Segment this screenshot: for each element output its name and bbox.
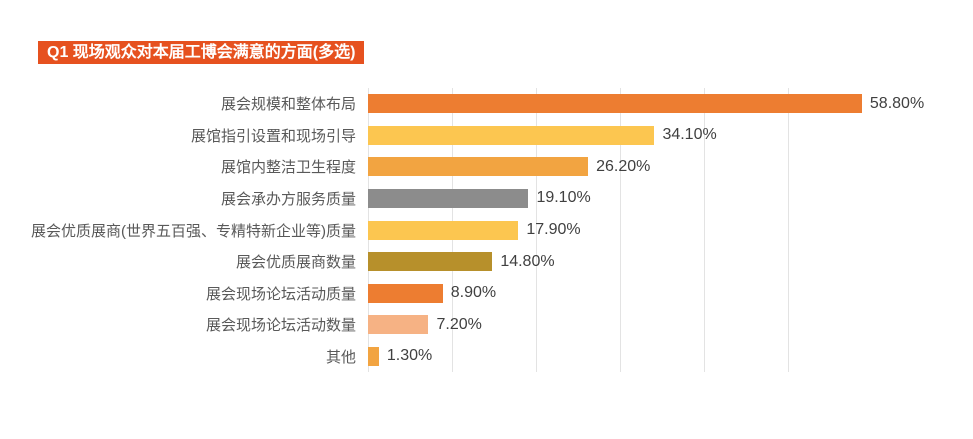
- category-label: 展馆指引设置和现场引导: [190, 127, 356, 145]
- bar-rows: 展会规模和整体布局 58.80% 展馆指引设置和现场引导 34.10% 展馆内整洁卫生程…: [0, 88, 973, 372]
- bar: [368, 94, 862, 114]
- chart-row: 展会优质展商数量 14.80%: [0, 246, 973, 278]
- category-label: 展会现场论坛活动数量: [205, 317, 356, 335]
- category-label: 展馆内整洁卫生程度: [220, 159, 356, 177]
- bar: [368, 346, 379, 366]
- bar-track: 58.80%: [368, 88, 973, 120]
- category-label: 展会规模和整体布局: [220, 96, 356, 114]
- category-label: 展会现场论坛活动质量: [205, 285, 356, 303]
- category-label: 其他: [325, 348, 356, 366]
- bar-track: 19.10%: [368, 183, 973, 215]
- bar-track: 34.10%: [368, 120, 973, 152]
- category-label: 展会承办方服务质量: [220, 190, 356, 208]
- value-label: 7.20%: [436, 315, 482, 333]
- chart-row: 展馆内整洁卫生程度 26.20%: [0, 151, 973, 183]
- value-label: 17.90%: [526, 221, 581, 239]
- bar: [368, 220, 519, 240]
- value-label: 58.80%: [869, 94, 925, 112]
- chart-row: 其他 1.30%: [0, 341, 973, 373]
- bar-track: 8.90%: [368, 277, 973, 309]
- value-label: 34.10%: [662, 126, 717, 144]
- bar-track: 14.80%: [368, 246, 973, 278]
- value-label: 14.80%: [500, 252, 555, 270]
- bar: [368, 252, 493, 272]
- category-label: 展会优质展商(世界五百强、专精特新企业等)质量: [31, 222, 356, 240]
- chart-row: 展会现场论坛活动数量 7.20%: [0, 309, 973, 341]
- category-label: 展会优质展商数量: [235, 254, 356, 272]
- chart-title-badge: Q1 现场观众对本届工博会满意的方面(多选): [38, 41, 365, 64]
- bar-track: 26.20%: [368, 151, 973, 183]
- chart-row: 展馆指引设置和现场引导 34.10%: [0, 120, 973, 152]
- value-label: 19.10%: [536, 189, 591, 207]
- chart-row: 展会优质展商(世界五百强、专精特新企业等)质量 17.90%: [0, 214, 973, 246]
- gridline: [704, 88, 705, 372]
- bar: [368, 315, 429, 335]
- bar: [368, 125, 655, 145]
- bar-track: 7.20%: [368, 309, 973, 341]
- value-label: 1.30%: [386, 347, 433, 365]
- bar-track: 17.90%: [368, 214, 973, 246]
- bar: [368, 157, 589, 177]
- value-label: 26.20%: [596, 157, 651, 175]
- value-label: 8.90%: [450, 284, 497, 302]
- gridline: [536, 88, 537, 372]
- chart-row: 展会规模和整体布局 58.80%: [0, 88, 973, 120]
- gridline: [620, 88, 621, 372]
- bar: [368, 188, 529, 208]
- bar-chart: 展会规模和整体布局 58.80% 展馆指引设置和现场引导 34.10% 展馆内整洁卫生程…: [0, 88, 973, 372]
- bar: [368, 283, 443, 303]
- bar-track: 1.30%: [368, 341, 973, 373]
- chart-row: 展会承办方服务质量 19.10%: [0, 183, 973, 215]
- chart-row: 展会现场论坛活动质量 8.90%: [0, 277, 973, 309]
- gridline: [788, 88, 789, 372]
